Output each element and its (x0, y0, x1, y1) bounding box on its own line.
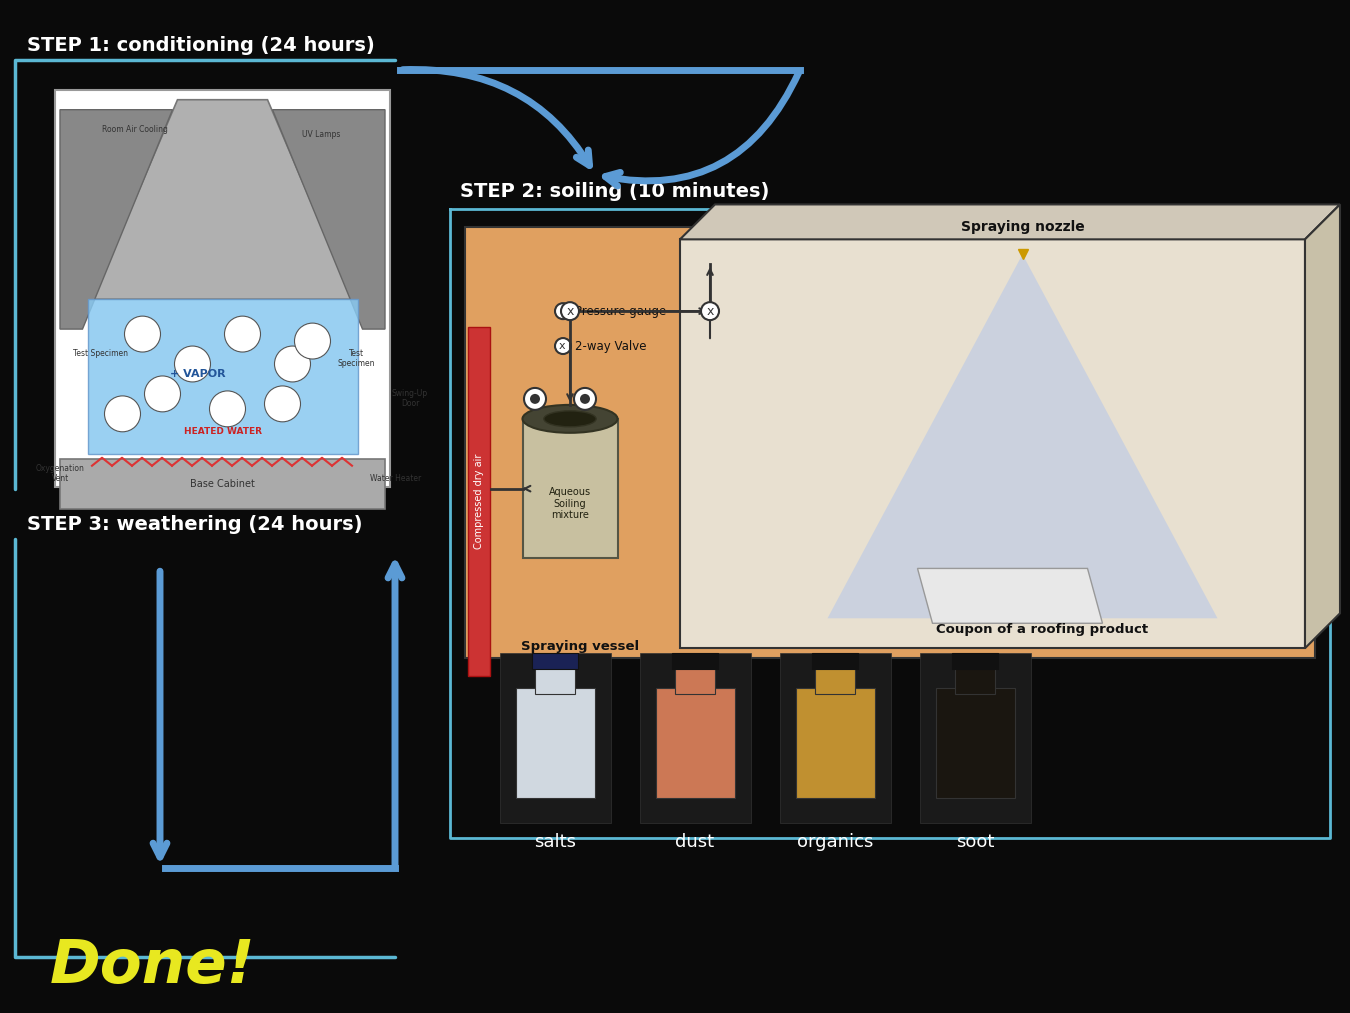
Bar (55, 90, 390, 486)
Ellipse shape (544, 411, 597, 426)
Polygon shape (680, 205, 1341, 239)
Text: x: x (566, 305, 574, 318)
Circle shape (531, 394, 540, 404)
Circle shape (555, 303, 571, 319)
Circle shape (265, 386, 301, 421)
Bar (815, 667, 855, 694)
Bar (675, 667, 714, 694)
Polygon shape (88, 299, 358, 454)
Bar (516, 688, 594, 798)
Bar (656, 688, 734, 798)
Circle shape (174, 346, 211, 382)
Circle shape (580, 394, 590, 404)
Circle shape (562, 302, 579, 320)
Bar (813, 653, 857, 670)
Bar (795, 688, 875, 798)
Text: STEP 3: weathering (24 hours): STEP 3: weathering (24 hours) (27, 515, 363, 534)
Text: 2-way Valve: 2-way Valve (575, 339, 647, 353)
Polygon shape (273, 109, 385, 329)
Circle shape (124, 316, 161, 353)
Text: salts: salts (535, 833, 576, 851)
Bar (532, 653, 578, 670)
Bar (956, 667, 995, 694)
Bar (535, 667, 575, 694)
Text: UV Lamps: UV Lamps (302, 130, 340, 139)
Circle shape (555, 338, 571, 354)
Circle shape (294, 323, 331, 359)
Text: STEP 2: soiling (10 minutes): STEP 2: soiling (10 minutes) (460, 182, 770, 202)
Text: HEATED WATER: HEATED WATER (184, 427, 262, 437)
Circle shape (104, 396, 140, 432)
Bar (779, 653, 891, 823)
Circle shape (574, 388, 595, 410)
Bar (59, 459, 385, 509)
Circle shape (144, 376, 181, 412)
Text: + VAPOR: + VAPOR (170, 369, 225, 379)
Bar (952, 653, 998, 670)
Text: Pressure gauge: Pressure gauge (575, 305, 667, 318)
Text: Test
Specimen: Test Specimen (338, 349, 375, 369)
Circle shape (224, 316, 261, 353)
Text: Oxygenation
Vent: Oxygenation Vent (36, 464, 85, 483)
Text: Room Air Cooling: Room Air Cooling (101, 125, 167, 134)
Ellipse shape (522, 405, 617, 433)
Text: soot: soot (956, 833, 994, 851)
Bar (936, 688, 1014, 798)
Text: x: x (706, 305, 714, 318)
Bar (464, 227, 1315, 658)
Polygon shape (1305, 205, 1341, 648)
Bar (640, 653, 751, 823)
Bar (500, 653, 610, 823)
Text: Water Heater: Water Heater (370, 474, 421, 482)
Polygon shape (918, 568, 1103, 623)
Text: Spraying vessel: Spraying vessel (521, 640, 639, 653)
Circle shape (524, 388, 545, 410)
Bar (680, 239, 1305, 648)
Text: Swing-Up
Door: Swing-Up Door (392, 389, 428, 408)
Text: Aqueous
Soiling
mixture: Aqueous Soiling mixture (549, 487, 591, 521)
Text: x: x (559, 341, 566, 352)
Bar (919, 653, 1030, 823)
Bar (522, 418, 617, 558)
Text: Spraying nozzle: Spraying nozzle (961, 221, 1084, 234)
Text: Base Cabinet: Base Cabinet (190, 479, 255, 488)
Text: STEP 1: conditioning (24 hours): STEP 1: conditioning (24 hours) (27, 35, 375, 55)
Text: organics: organics (796, 833, 873, 851)
Circle shape (209, 391, 246, 426)
Bar (468, 327, 490, 676)
Polygon shape (59, 109, 173, 329)
Polygon shape (828, 254, 1218, 618)
Text: Test Specimen: Test Specimen (73, 349, 128, 358)
Polygon shape (93, 99, 352, 299)
Text: Done!: Done! (50, 937, 255, 997)
Text: dust: dust (675, 833, 714, 851)
Text: Coupon of a roofing product: Coupon of a roofing product (937, 623, 1149, 636)
Bar (672, 653, 718, 670)
Circle shape (701, 302, 720, 320)
Text: Compressed dry air: Compressed dry air (474, 454, 485, 549)
Circle shape (274, 346, 310, 382)
